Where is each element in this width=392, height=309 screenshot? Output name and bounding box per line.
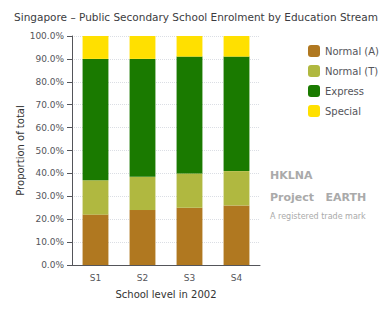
svg-text:60.0%: 60.0% [35, 123, 64, 133]
svg-text:40.0%: 40.0% [35, 168, 64, 178]
svg-text:10.0%: 10.0% [35, 237, 64, 247]
svg-text:Normal (A): Normal (A) [325, 46, 379, 57]
svg-text:S3: S3 [184, 273, 195, 283]
svg-text:A registered trade mark: A registered trade mark [270, 212, 366, 221]
svg-text:70.0%: 70.0% [35, 100, 64, 110]
svg-text:S1: S1 [90, 273, 101, 283]
svg-text:0.0%: 0.0% [41, 260, 64, 270]
svg-text:50.0%: 50.0% [35, 146, 64, 156]
svg-text:Singapore – Public Secondary S: Singapore – Public Secondary School Enro… [14, 11, 378, 23]
svg-text:100.0%: 100.0% [30, 31, 65, 41]
svg-text:Proportion of total: Proportion of total [15, 105, 26, 195]
svg-text:School level in 2002: School level in 2002 [115, 289, 216, 300]
svg-text:30.0%: 30.0% [35, 191, 64, 201]
svg-text:90.0%: 90.0% [35, 54, 64, 64]
svg-text:Express: Express [325, 86, 364, 97]
svg-text:HKLNA: HKLNA [270, 169, 313, 182]
svg-text:80.0%: 80.0% [35, 77, 64, 87]
svg-text:S4: S4 [231, 273, 243, 283]
svg-text:Project EARTH: Project EARTH [270, 191, 366, 204]
svg-text:S2: S2 [137, 273, 148, 283]
svg-text:Special: Special [325, 106, 361, 117]
svg-text:Normal (T): Normal (T) [325, 66, 378, 77]
svg-text:20.0%: 20.0% [35, 214, 64, 224]
